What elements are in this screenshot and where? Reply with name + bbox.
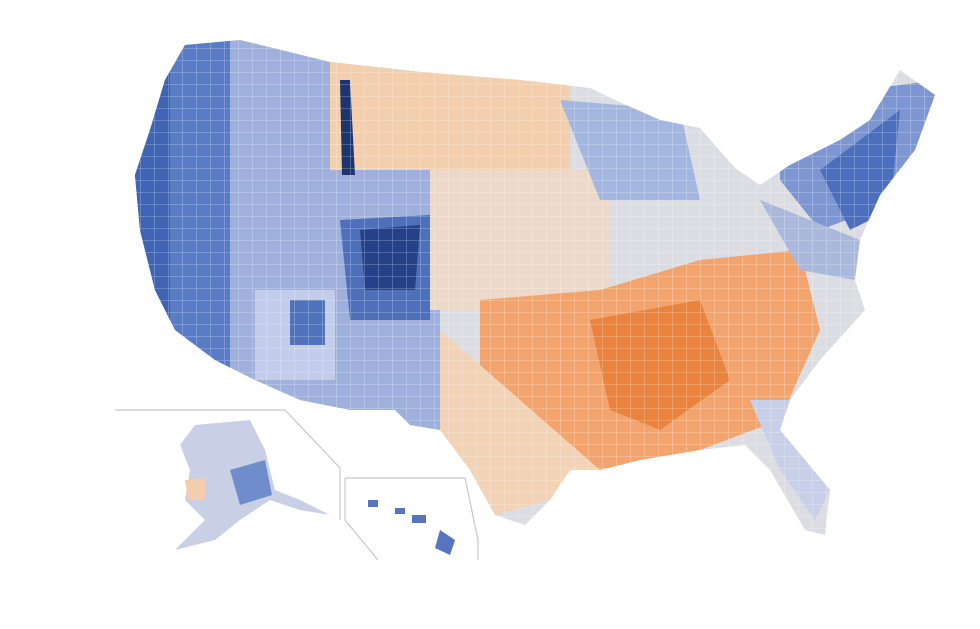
hawaii-inset — [344, 477, 479, 561]
alaska-inset — [115, 409, 341, 550]
